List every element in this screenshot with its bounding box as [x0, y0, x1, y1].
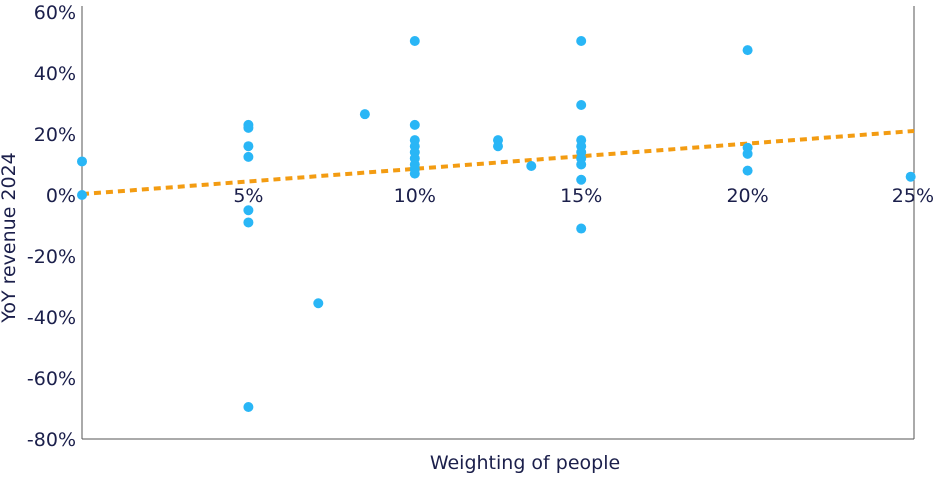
data-point — [243, 151, 254, 162]
data-point — [576, 159, 587, 170]
y-tick-label: -60% — [27, 368, 76, 390]
data-point — [409, 35, 420, 46]
y-tick-label: 0% — [46, 185, 76, 207]
data-point — [576, 35, 587, 46]
data-point — [243, 122, 254, 133]
x-tick-label: 15% — [560, 185, 602, 207]
x-tick-labels: 5% 10% 15% 20% 25% — [233, 185, 934, 207]
x-tick-label: 25% — [892, 185, 934, 207]
data-point — [493, 141, 503, 152]
data-point — [409, 168, 420, 179]
data-point — [742, 165, 753, 176]
data-point — [742, 45, 753, 56]
data-points — [77, 35, 916, 412]
data-point — [576, 174, 587, 185]
x-tick-label: 5% — [233, 185, 263, 207]
data-point — [243, 205, 254, 216]
x-axis-title: Weighting of people — [430, 452, 620, 474]
y-tick-label: 60% — [34, 2, 76, 24]
y-tick-label: -20% — [27, 246, 76, 268]
data-point — [576, 223, 587, 234]
data-point — [243, 401, 254, 412]
data-point — [359, 109, 370, 120]
y-axis-title: YoY revenue 2024 — [0, 152, 20, 324]
x-tick-label: 20% — [726, 185, 768, 207]
y-tick-label: 20% — [34, 124, 76, 146]
y-tick-label: 40% — [34, 63, 76, 85]
y-tick-labels: 60% 40% 20% 0% -20% -40% -60% -80% — [27, 2, 76, 451]
x-tick-label: 10% — [394, 185, 436, 207]
data-point — [77, 156, 87, 167]
data-point — [243, 141, 254, 152]
data-point — [576, 100, 587, 111]
y-tick-label: -80% — [27, 429, 76, 451]
data-point — [243, 217, 254, 228]
data-point — [313, 298, 324, 309]
data-point — [77, 190, 87, 200]
data-point — [742, 148, 753, 159]
data-point — [526, 161, 537, 172]
data-point — [905, 171, 916, 182]
data-point — [409, 119, 420, 130]
y-tick-label: -40% — [27, 307, 76, 329]
